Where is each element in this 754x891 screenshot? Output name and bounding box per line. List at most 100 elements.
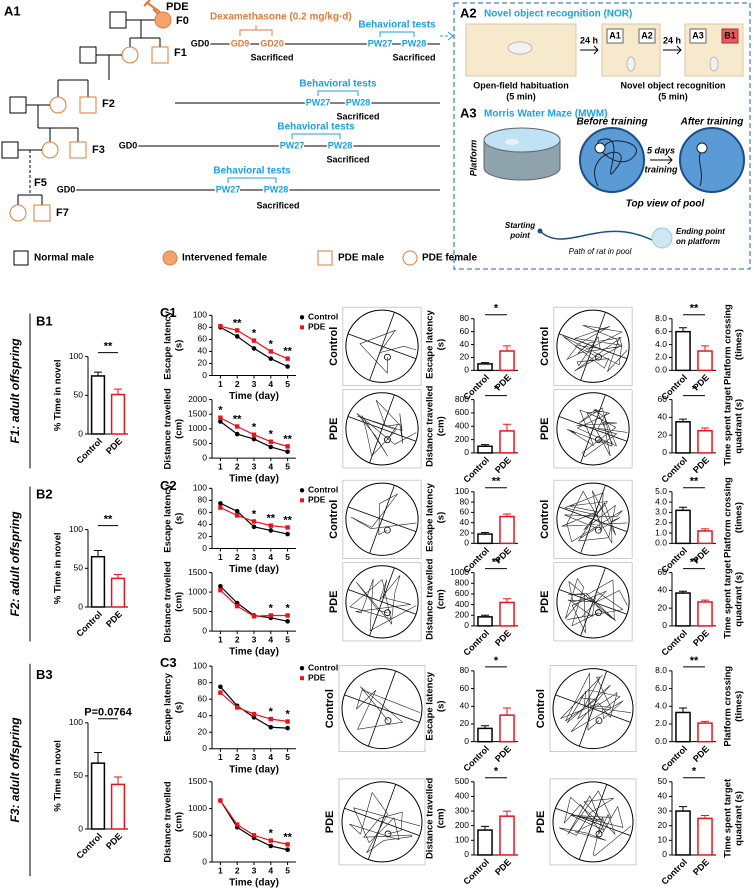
point bbox=[218, 684, 223, 690]
y-tick-label: 0 bbox=[78, 601, 83, 611]
significance-label: * bbox=[285, 708, 290, 720]
y-tick-label: 0 bbox=[202, 743, 207, 753]
x-axis-label: Time (day) bbox=[229, 764, 279, 775]
y-tick-label: 100 bbox=[69, 717, 83, 727]
legend-label: Control bbox=[308, 485, 338, 495]
x-axis-label: Time (day) bbox=[229, 878, 279, 889]
significance-label: * bbox=[494, 766, 499, 778]
pool-top-view bbox=[679, 127, 745, 193]
x-tick-label: Control bbox=[74, 436, 104, 466]
x-tick-label: PDE bbox=[493, 744, 513, 764]
error-bar bbox=[481, 614, 489, 617]
sacrificed-label: Sacrificed bbox=[250, 52, 293, 62]
y-tick-label: 0.0 bbox=[655, 736, 667, 746]
point bbox=[251, 614, 257, 619]
significance-label: * bbox=[218, 405, 223, 417]
y-tick-label: 100 bbox=[193, 310, 207, 320]
timepoint: PW28 bbox=[402, 38, 427, 48]
object bbox=[689, 28, 707, 44]
bar bbox=[499, 815, 515, 856]
platform bbox=[595, 717, 603, 725]
x-axis-label: Time (day) bbox=[229, 564, 279, 575]
pool-outline bbox=[552, 781, 634, 863]
y-tick-label: 2.0 bbox=[655, 352, 667, 362]
swim-path bbox=[349, 575, 417, 631]
x-tick-label: PDE bbox=[104, 609, 124, 629]
platform bbox=[696, 142, 708, 154]
y-tick-label: 40 bbox=[658, 412, 668, 422]
point bbox=[268, 838, 273, 843]
y-tick-label: 100 bbox=[193, 483, 207, 493]
generation-label: F5 bbox=[34, 177, 47, 189]
y-tick-label: 400 bbox=[455, 791, 469, 801]
timepoint: PW27 bbox=[368, 38, 393, 48]
y-axis-label: % Time in novel bbox=[53, 740, 64, 812]
y-tick-label: 50 bbox=[74, 563, 84, 573]
y-tick-label: 50 bbox=[74, 770, 84, 780]
protocol-box bbox=[453, 2, 751, 270]
y-tick-label: 1500 bbox=[188, 567, 207, 577]
point bbox=[218, 587, 223, 593]
bar bbox=[110, 393, 126, 435]
swim-path bbox=[356, 399, 417, 457]
y-tick-label: 20 bbox=[658, 820, 668, 830]
object-label: A2 bbox=[641, 30, 653, 40]
tests-label: Behavioral tests bbox=[277, 122, 355, 133]
timepoint: GD0 bbox=[191, 38, 210, 48]
y-tick-label: 80 bbox=[460, 665, 470, 675]
normal-male bbox=[9, 96, 27, 114]
y-axis-label: Time spent target bbox=[723, 559, 734, 639]
swim-path bbox=[349, 792, 421, 854]
bar bbox=[675, 592, 691, 627]
y-tick-label: 0 bbox=[78, 428, 83, 438]
y-tick-label: 40 bbox=[198, 346, 208, 356]
bar bbox=[675, 509, 691, 545]
y-tick-label: 0 bbox=[464, 736, 469, 746]
pde-female bbox=[49, 96, 67, 114]
panel-label: B1 bbox=[36, 314, 53, 329]
y-axis-label: (s) bbox=[174, 702, 185, 714]
timepoint: PW27 bbox=[280, 140, 305, 150]
point bbox=[285, 531, 290, 537]
x-axis-label: Time (day) bbox=[229, 391, 279, 402]
object bbox=[606, 28, 624, 44]
platform bbox=[384, 830, 392, 838]
bar bbox=[477, 363, 493, 372]
y-tick-label: 1.0 bbox=[655, 527, 667, 537]
y-tick-label: 0 bbox=[464, 365, 469, 375]
generation-label: F2 bbox=[102, 98, 115, 110]
generation-label: F0 bbox=[176, 15, 189, 27]
point bbox=[285, 444, 290, 449]
error-bar bbox=[503, 810, 511, 817]
significance-label: ** bbox=[690, 476, 699, 488]
x-tick-label: Control bbox=[659, 455, 689, 485]
significance-label: ** bbox=[283, 514, 292, 526]
timepoint: PW27 bbox=[216, 184, 241, 194]
path-label: Ending point bbox=[676, 227, 725, 236]
error-bar bbox=[701, 599, 709, 602]
swim-path bbox=[561, 490, 628, 544]
y-tick-label: 20 bbox=[198, 358, 208, 368]
path-label: on platform bbox=[676, 237, 720, 246]
error-bar bbox=[679, 806, 687, 812]
pool-surface bbox=[483, 127, 561, 153]
y-tick-label: 40 bbox=[198, 710, 208, 720]
platform bbox=[595, 609, 602, 617]
object-label: B1 bbox=[724, 30, 736, 40]
y-axis-label: % Time in novel bbox=[53, 532, 64, 604]
y-tick-label: 4.0 bbox=[655, 701, 667, 711]
error-bar bbox=[701, 814, 709, 819]
pool-outline bbox=[341, 668, 423, 750]
y-axis-label: (times) bbox=[734, 329, 745, 360]
timepoint: PW28 bbox=[264, 184, 289, 194]
group-label: PDE bbox=[539, 591, 551, 614]
x-tick-label: 1 bbox=[218, 552, 223, 562]
point bbox=[285, 449, 290, 454]
y-tick-label: 400 bbox=[455, 599, 469, 609]
quadrant-line bbox=[578, 784, 608, 860]
error-bar bbox=[701, 720, 709, 724]
y-tick-label: 20 bbox=[198, 531, 208, 541]
y-tick-label: 500 bbox=[193, 606, 207, 616]
legend-symbol bbox=[299, 665, 305, 671]
y-tick-label: 20 bbox=[460, 527, 470, 537]
